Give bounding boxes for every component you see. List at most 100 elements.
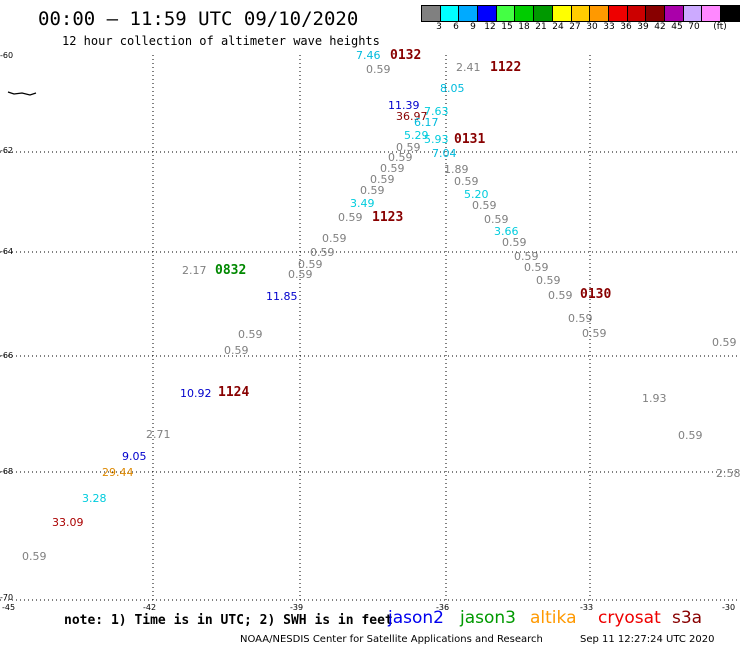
satellite-name: jason3 [460,608,516,628]
wave-height-label: 7.46 [356,49,381,62]
wave-height-label: 0.59 [366,63,391,76]
lon-tick-label: -30 [722,603,736,612]
wave-height-label: 0.59 [514,250,539,263]
legend-label: 42 [654,22,666,32]
lon-tick-label: -33 [580,603,594,612]
wave-height-label: 0.59 [322,232,347,245]
lon-tick-label: -42 [143,603,157,612]
legend-labels: 3 6 9 12 15 18 21 24 27 30 33 36 39 42 4… [422,22,740,34]
satellite-name: cryosat [598,608,661,628]
wave-height-label: 0.59 [238,328,263,341]
wave-height-label: 2.17 [182,264,207,277]
wave-height-label: 0.59 [360,184,385,197]
wave-height-label: 2.71 [146,428,171,441]
wave-height-label: 5.29 [404,129,429,142]
pass-time-label: 0832 [215,263,247,278]
pass-time-label: 0130 [580,287,612,302]
legend-label: 9 [470,22,476,32]
wave-height-label: 5.20 [464,188,489,201]
wave-height-label: 29.44 [102,466,134,479]
wave-height-label: 0.59 [298,258,323,271]
pass-time-label: 0131 [454,132,486,147]
wave-height-label: 5.93 [424,133,449,146]
wave-height-label: 0.59 [396,141,421,154]
wave-height-label: 0.59 [388,151,413,164]
footnote: note: 1) Time is in UTC; 2) SWH is in fe… [64,613,393,628]
wave-height-label: 0.59 [370,173,395,186]
legend-swatch [720,5,740,22]
timestamp: Sep 11 12:27:24 UTC 2020 [580,634,715,645]
pass-time-label: 1123 [372,210,404,225]
color-legend [421,5,740,22]
legend-label: 3 [436,22,442,32]
lat-tick-label: -64 [0,247,14,256]
wave-height-label: 0.59 [472,199,497,212]
wave-height-label: 3.66 [494,225,519,238]
wave-height-label: 33.09 [52,516,84,529]
legend-label: 70 [688,22,700,32]
island-coastline [7,91,37,96]
lon-tick-label: -39 [290,603,304,612]
page-title: 00:00 – 11:59 UTC 09/10/2020 [38,8,359,30]
legend-label: 30 [586,22,598,32]
wave-height-label: 10.92 [180,387,212,400]
wave-height-label: 7.63 [424,105,449,118]
pass-time-label: 1124 [218,385,250,400]
legend-unit: (ft) [713,22,727,32]
wave-height-label: 0.59 [224,344,249,357]
legend-label: 45 [671,22,683,32]
pass-time-label: 1122 [490,60,522,75]
wave-height-label: 0.59 [536,274,561,287]
legend-label: 15 [501,22,513,32]
wave-height-label: 8.05 [440,82,465,95]
satellite-name: jason2 [388,608,444,628]
lat-tick-label: -66 [0,351,14,360]
wave-height-label: 0.59 [454,175,479,188]
wave-height-label: 0.59 [524,261,549,274]
wave-height-label: 0.59 [484,213,509,226]
wave-height-label: 9.05 [122,450,147,463]
legend-label: 18 [518,22,530,32]
wave-height-label: 11.85 [266,290,298,303]
legend-label: 36 [620,22,632,32]
wave-height-label: 0.59 [502,236,527,249]
wave-height-label: 0.59 [712,336,737,349]
lon-tick-label: -36 [436,603,450,612]
legend-label: 6 [453,22,459,32]
wave-height-label: 0.59 [338,211,363,224]
lat-tick-label: -68 [0,467,14,476]
wave-height-label: 3.49 [350,197,375,210]
wave-height-label: 1.93 [642,392,667,405]
page-subtitle: 12 hour collection of altimeter wave hei… [62,34,380,48]
satellite-name: s3a [672,608,703,628]
satellite-name: altika [530,608,577,628]
wave-height-label: 36.97 [396,110,428,123]
wave-height-label: 1.89 [444,163,469,176]
wave-height-label: 0.59 [22,550,47,563]
wave-height-label: 2.58 [716,467,740,480]
wave-height-label: 0.59 [310,246,335,259]
wave-height-label: 0.59 [548,289,573,302]
lat-tick-label: -70 [0,593,14,602]
wave-height-label: 0.59 [380,162,405,175]
legend-label: 33 [603,22,615,32]
legend-label: 21 [535,22,547,32]
credit-line: NOAA/NESDIS Center for Satellite Applica… [240,634,543,645]
legend-label: 27 [569,22,581,32]
lat-tick-label: -60 [0,51,14,60]
lat-tick-label: -62 [0,146,14,155]
pass-time-label: 0132 [390,48,422,63]
wave-height-label: 6.17 [414,116,439,129]
legend-label: 39 [637,22,649,32]
wave-height-label: 11.39 [388,99,420,112]
wave-height-label: 3.28 [82,492,107,505]
wave-height-label: 7.04 [432,147,457,160]
wave-height-label: 0.59 [288,268,313,281]
legend-label: 24 [552,22,564,32]
wave-height-label: 2.41 [456,61,481,74]
legend-label: 12 [484,22,496,32]
lon-tick-label: -45 [2,603,16,612]
wave-height-label: 0.59 [678,429,703,442]
